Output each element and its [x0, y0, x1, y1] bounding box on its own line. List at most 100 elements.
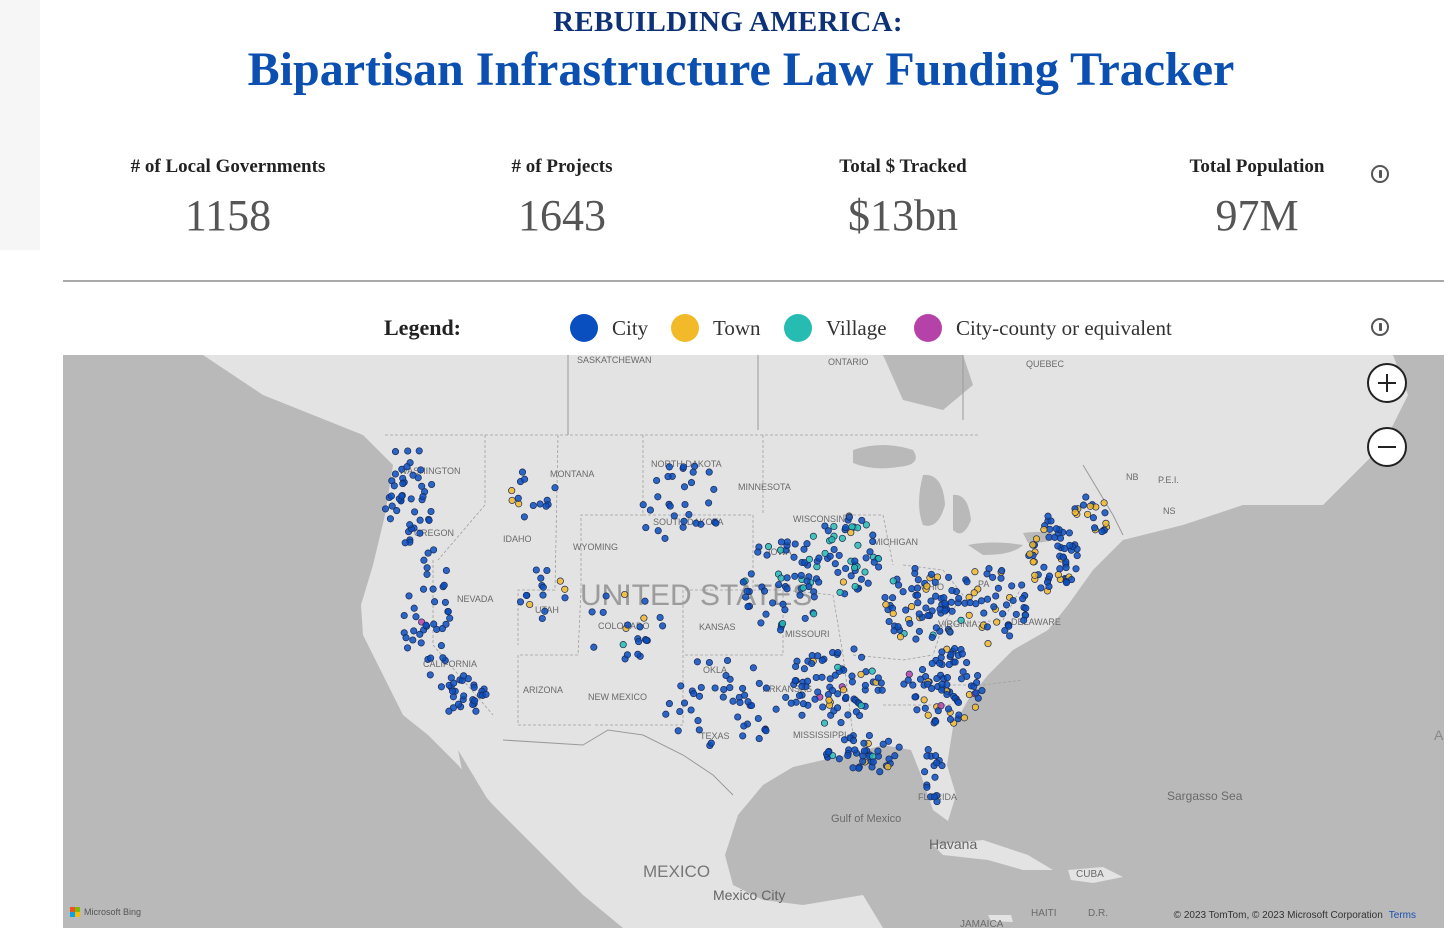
project-marker[interactable]	[980, 609, 988, 617]
project-marker[interactable]	[861, 681, 869, 689]
project-marker[interactable]	[1002, 601, 1011, 609]
project-marker[interactable]	[692, 519, 700, 527]
project-marker[interactable]	[879, 740, 887, 748]
project-marker[interactable]	[422, 621, 430, 629]
project-marker[interactable]	[834, 568, 842, 576]
project-marker[interactable]	[401, 539, 409, 547]
project-marker[interactable]	[833, 704, 842, 712]
project-marker[interactable]	[666, 502, 674, 510]
project-marker[interactable]	[1019, 595, 1027, 603]
project-marker[interactable]	[779, 619, 787, 628]
project-marker[interactable]	[755, 735, 763, 743]
project-marker[interactable]	[1032, 535, 1041, 543]
project-marker[interactable]	[913, 584, 922, 592]
project-marker[interactable]	[430, 620, 438, 628]
project-marker[interactable]	[902, 606, 910, 614]
project-marker[interactable]	[922, 604, 930, 612]
project-marker[interactable]	[705, 499, 713, 507]
project-marker[interactable]	[951, 658, 959, 666]
project-marker[interactable]	[836, 588, 844, 596]
project-marker[interactable]	[977, 597, 986, 605]
project-marker[interactable]	[636, 623, 644, 631]
project-marker[interactable]	[448, 687, 457, 695]
project-marker[interactable]	[403, 644, 412, 652]
project-marker[interactable]	[747, 570, 755, 578]
project-marker[interactable]	[1084, 510, 1092, 518]
project-marker[interactable]	[460, 692, 468, 700]
project-marker[interactable]	[772, 705, 780, 713]
project-marker[interactable]	[537, 574, 545, 582]
project-marker[interactable]	[837, 719, 845, 727]
project-marker[interactable]	[417, 466, 425, 474]
project-marker[interactable]	[536, 500, 544, 508]
project-marker[interactable]	[792, 662, 800, 671]
project-marker[interactable]	[1045, 533, 1053, 541]
project-marker[interactable]	[951, 645, 959, 653]
project-marker[interactable]	[399, 480, 407, 488]
project-marker[interactable]	[1020, 616, 1028, 624]
project-marker[interactable]	[691, 462, 699, 470]
project-marker[interactable]	[858, 653, 866, 661]
project-marker[interactable]	[391, 448, 400, 456]
project-marker[interactable]	[999, 610, 1007, 618]
project-marker[interactable]	[960, 714, 968, 722]
project-marker[interactable]	[815, 554, 823, 562]
project-marker[interactable]	[1029, 558, 1037, 566]
project-marker[interactable]	[646, 506, 654, 514]
project-marker[interactable]	[905, 670, 913, 678]
project-marker[interactable]	[1031, 571, 1039, 579]
project-marker[interactable]	[970, 589, 978, 597]
project-marker[interactable]	[944, 705, 953, 713]
project-marker[interactable]	[869, 758, 877, 766]
project-marker[interactable]	[440, 581, 448, 589]
project-marker[interactable]	[909, 681, 917, 689]
project-marker[interactable]	[1062, 564, 1070, 572]
project-marker[interactable]	[908, 585, 916, 593]
project-marker[interactable]	[808, 659, 816, 668]
project-marker[interactable]	[983, 595, 992, 603]
project-marker[interactable]	[729, 697, 737, 705]
project-marker[interactable]	[924, 680, 932, 688]
project-marker[interactable]	[920, 696, 928, 704]
project-marker[interactable]	[896, 633, 905, 641]
project-marker[interactable]	[430, 546, 438, 554]
project-marker[interactable]	[899, 588, 907, 596]
project-marker[interactable]	[947, 651, 955, 659]
project-marker[interactable]	[508, 496, 516, 504]
project-marker[interactable]	[957, 616, 965, 624]
project-marker[interactable]	[801, 614, 809, 622]
project-marker[interactable]	[810, 593, 818, 601]
project-marker[interactable]	[411, 508, 419, 516]
project-marker[interactable]	[834, 649, 842, 657]
project-marker[interactable]	[938, 648, 946, 656]
project-marker[interactable]	[842, 693, 850, 701]
project-marker[interactable]	[635, 638, 643, 646]
project-marker[interactable]	[885, 617, 893, 626]
project-marker[interactable]	[866, 548, 874, 556]
project-marker[interactable]	[973, 679, 981, 687]
project-marker[interactable]	[818, 673, 826, 681]
project-marker[interactable]	[954, 698, 963, 707]
project-marker[interactable]	[838, 534, 846, 542]
project-marker[interactable]	[1062, 579, 1071, 587]
project-marker[interactable]	[990, 603, 998, 611]
project-marker[interactable]	[588, 608, 596, 616]
project-marker[interactable]	[381, 505, 390, 513]
project-marker[interactable]	[518, 468, 527, 476]
project-marker[interactable]	[858, 516, 866, 524]
project-marker[interactable]	[561, 594, 569, 602]
project-marker[interactable]	[681, 500, 689, 509]
project-marker[interactable]	[454, 700, 463, 708]
project-marker[interactable]	[777, 538, 785, 546]
project-marker[interactable]	[416, 529, 424, 537]
project-marker[interactable]	[391, 470, 399, 478]
project-marker[interactable]	[913, 706, 921, 714]
project-marker[interactable]	[624, 621, 632, 629]
project-marker[interactable]	[762, 610, 770, 618]
project-marker[interactable]	[619, 641, 627, 649]
project-marker[interactable]	[472, 707, 480, 715]
project-marker[interactable]	[1029, 541, 1037, 549]
project-marker[interactable]	[869, 531, 877, 539]
project-marker[interactable]	[840, 736, 849, 744]
project-marker[interactable]	[429, 585, 437, 593]
